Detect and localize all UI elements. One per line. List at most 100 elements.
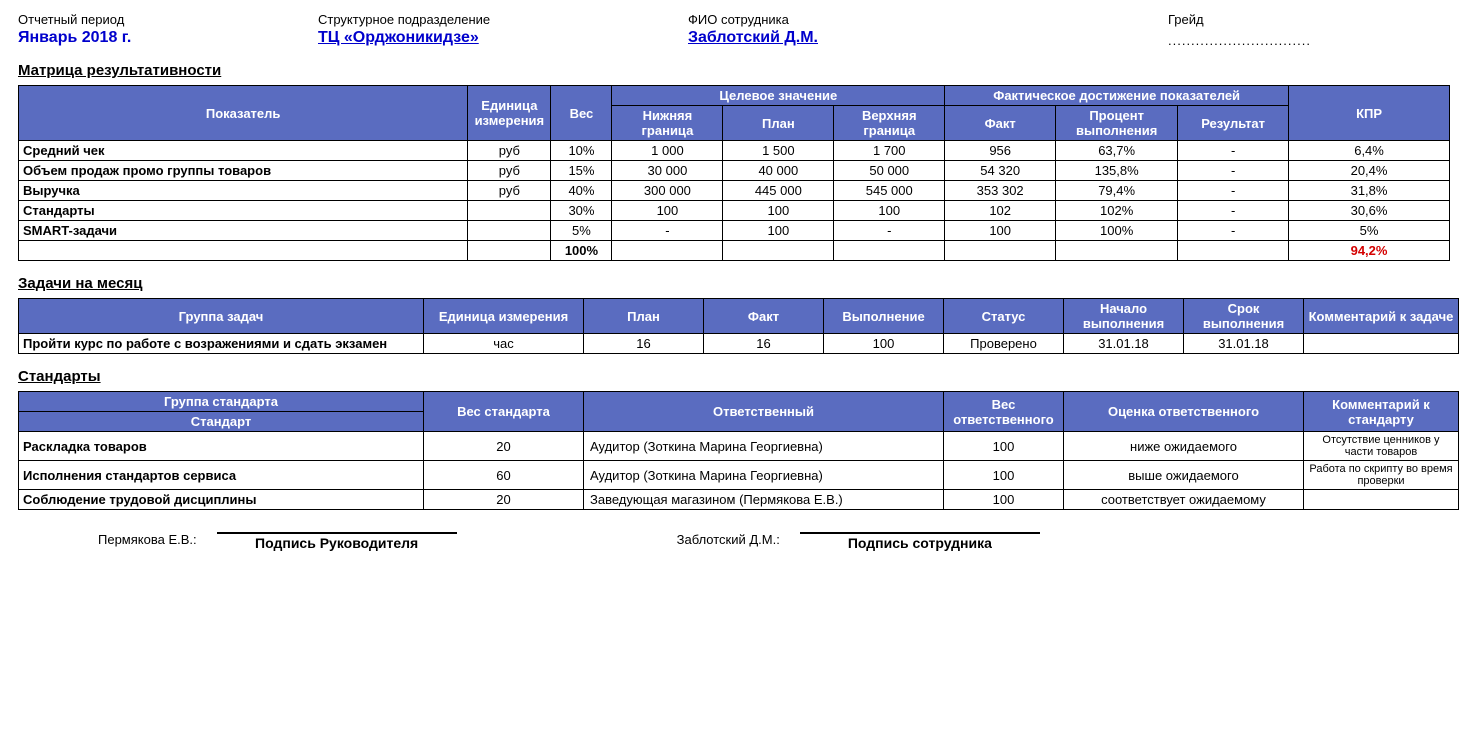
col-result: Результат <box>1178 106 1289 141</box>
cell-task-deadline: 31.01.18 <box>1184 334 1304 354</box>
cell-std-resp-weight: 100 <box>944 461 1064 490</box>
cell-result: - <box>1178 161 1289 181</box>
cell-std-group: Раскладка товаров <box>19 432 424 461</box>
cell-task-comment <box>1304 334 1459 354</box>
signature-row: Пермякова Е.В.: Подпись Руководителя Заб… <box>18 532 1450 551</box>
cell-unit <box>468 201 551 221</box>
cell-kpr: 6,4% <box>1289 141 1450 161</box>
cell-result: - <box>1178 181 1289 201</box>
cell-weight: 10% <box>551 141 612 161</box>
col-indicator: Показатель <box>19 86 468 141</box>
col-lower: Нижняя граница <box>612 106 723 141</box>
period-block: Отчетный период Январь 2018 г. <box>18 12 318 48</box>
cell-percent: 102% <box>1056 201 1178 221</box>
col-task-status: Статус <box>944 299 1064 334</box>
col-percent: Процент выполнения <box>1056 106 1178 141</box>
cell-weight: 5% <box>551 221 612 241</box>
cell-task-fact: 16 <box>704 334 824 354</box>
employee-value: Заблотский Д.М. <box>688 29 1168 47</box>
sig-right-line <box>800 532 1040 534</box>
department-label: Структурное подразделение <box>318 12 688 27</box>
sig-left-caption: Подпись Руководителя <box>255 535 418 551</box>
cell-weight: 15% <box>551 161 612 181</box>
cell-lower: 1 000 <box>612 141 723 161</box>
department-block: Структурное подразделение ТЦ «Орджоникид… <box>318 12 688 48</box>
signature-left: Пермякова Е.В.: Подпись Руководителя <box>98 532 457 551</box>
period-value: Январь 2018 г. <box>18 29 318 47</box>
col-task-completion: Выполнение <box>824 299 944 334</box>
cell-std-comment: Отсутствие ценников у части товаров <box>1304 432 1459 461</box>
cell-percent: 135,8% <box>1056 161 1178 181</box>
table-row: Пройти курс по работе с возражениями и с… <box>19 334 1459 354</box>
cell-kpr: 5% <box>1289 221 1450 241</box>
signature-right: Заблотский Д.М.: Подпись сотрудника <box>677 532 1040 551</box>
cell-task-status: Проверено <box>944 334 1064 354</box>
cell-indicator: Объем продаж промо группы товаров <box>19 161 468 181</box>
cell-lower: - <box>612 221 723 241</box>
table-row: Соблюдение трудовой дисциплины20Заведующ… <box>19 490 1459 510</box>
cell-task-completion: 100 <box>824 334 944 354</box>
cell-std-responsible: Аудитор (Зоткина Марина Георгиевна) <box>584 432 944 461</box>
total-weight: 100% <box>551 241 612 261</box>
cell-percent: 79,4% <box>1056 181 1178 201</box>
cell-weight: 40% <box>551 181 612 201</box>
sig-left-name: Пермякова Е.В.: <box>98 532 197 547</box>
cell-std-weight: 20 <box>424 490 584 510</box>
cell-task-group: Пройти курс по работе с возражениями и с… <box>19 334 424 354</box>
col-task-unit: Единица измерения <box>424 299 584 334</box>
col-plan: План <box>723 106 834 141</box>
cell-fact: 54 320 <box>945 161 1056 181</box>
col-unit: Единица измерения <box>468 86 551 141</box>
col-actual-group: Фактическое достижение показателей <box>945 86 1289 106</box>
cell-unit: руб <box>468 161 551 181</box>
cell-task-unit: час <box>424 334 584 354</box>
cell-std-weight: 20 <box>424 432 584 461</box>
cell-task-plan: 16 <box>584 334 704 354</box>
cell-std-weight: 60 <box>424 461 584 490</box>
period-label: Отчетный период <box>18 12 318 27</box>
department-value: ТЦ «Орджоникидзе» <box>318 29 688 47</box>
matrix-title: Матрица результативности <box>18 62 1450 79</box>
col-std-resp-weight: Вес ответственного <box>944 392 1064 432</box>
table-row: Объем продаж промо группы товаровруб15%3… <box>19 161 1450 181</box>
cell-upper: 1 700 <box>834 141 945 161</box>
col-std-group: Группа стандарта <box>19 392 424 412</box>
table-row: Исполнения стандартов сервиса60Аудитор (… <box>19 461 1459 490</box>
cell-fact: 102 <box>945 201 1056 221</box>
cell-lower: 100 <box>612 201 723 221</box>
cell-fact: 956 <box>945 141 1056 161</box>
cell-fact: 353 302 <box>945 181 1056 201</box>
cell-task-start: 31.01.18 <box>1064 334 1184 354</box>
employee-block: ФИО сотрудника Заблотский Д.М. <box>688 12 1168 48</box>
cell-unit <box>468 221 551 241</box>
cell-lower: 300 000 <box>612 181 723 201</box>
col-std-assessment: Оценка ответственного <box>1064 392 1304 432</box>
sig-right-caption: Подпись сотрудника <box>848 535 992 551</box>
tasks-table: Группа задачЕдиница измеренияПланФактВып… <box>18 298 1459 354</box>
cell-std-comment <box>1304 490 1459 510</box>
cell-std-responsible: Аудитор (Зоткина Марина Георгиевна) <box>584 461 944 490</box>
cell-std-resp-weight: 100 <box>944 490 1064 510</box>
col-std-weight: Вес стандарта <box>424 392 584 432</box>
cell-indicator: Средний чек <box>19 141 468 161</box>
sig-left-line <box>217 532 457 534</box>
cell-upper: 50 000 <box>834 161 945 181</box>
cell-kpr: 31,8% <box>1289 181 1450 201</box>
cell-percent: 63,7% <box>1056 141 1178 161</box>
cell-std-group: Исполнения стандартов сервиса <box>19 461 424 490</box>
cell-result: - <box>1178 141 1289 161</box>
col-task-plan: План <box>584 299 704 334</box>
cell-upper: 100 <box>834 201 945 221</box>
cell-plan: 100 <box>723 201 834 221</box>
cell-upper: 545 000 <box>834 181 945 201</box>
cell-plan: 100 <box>723 221 834 241</box>
cell-indicator: SMART-задачи <box>19 221 468 241</box>
total-kpr: 94,2% <box>1289 241 1450 261</box>
cell-unit: руб <box>468 141 551 161</box>
matrix-table: ПоказательЕдиница измеренияВесЦелевое зн… <box>18 85 1450 261</box>
matrix-total-row: 100% 94,2% <box>19 241 1450 261</box>
cell-indicator: Выручка <box>19 181 468 201</box>
cell-lower: 30 000 <box>612 161 723 181</box>
col-task-start: Начало выполнения <box>1064 299 1184 334</box>
col-task-deadline: Срок выполнения <box>1184 299 1304 334</box>
